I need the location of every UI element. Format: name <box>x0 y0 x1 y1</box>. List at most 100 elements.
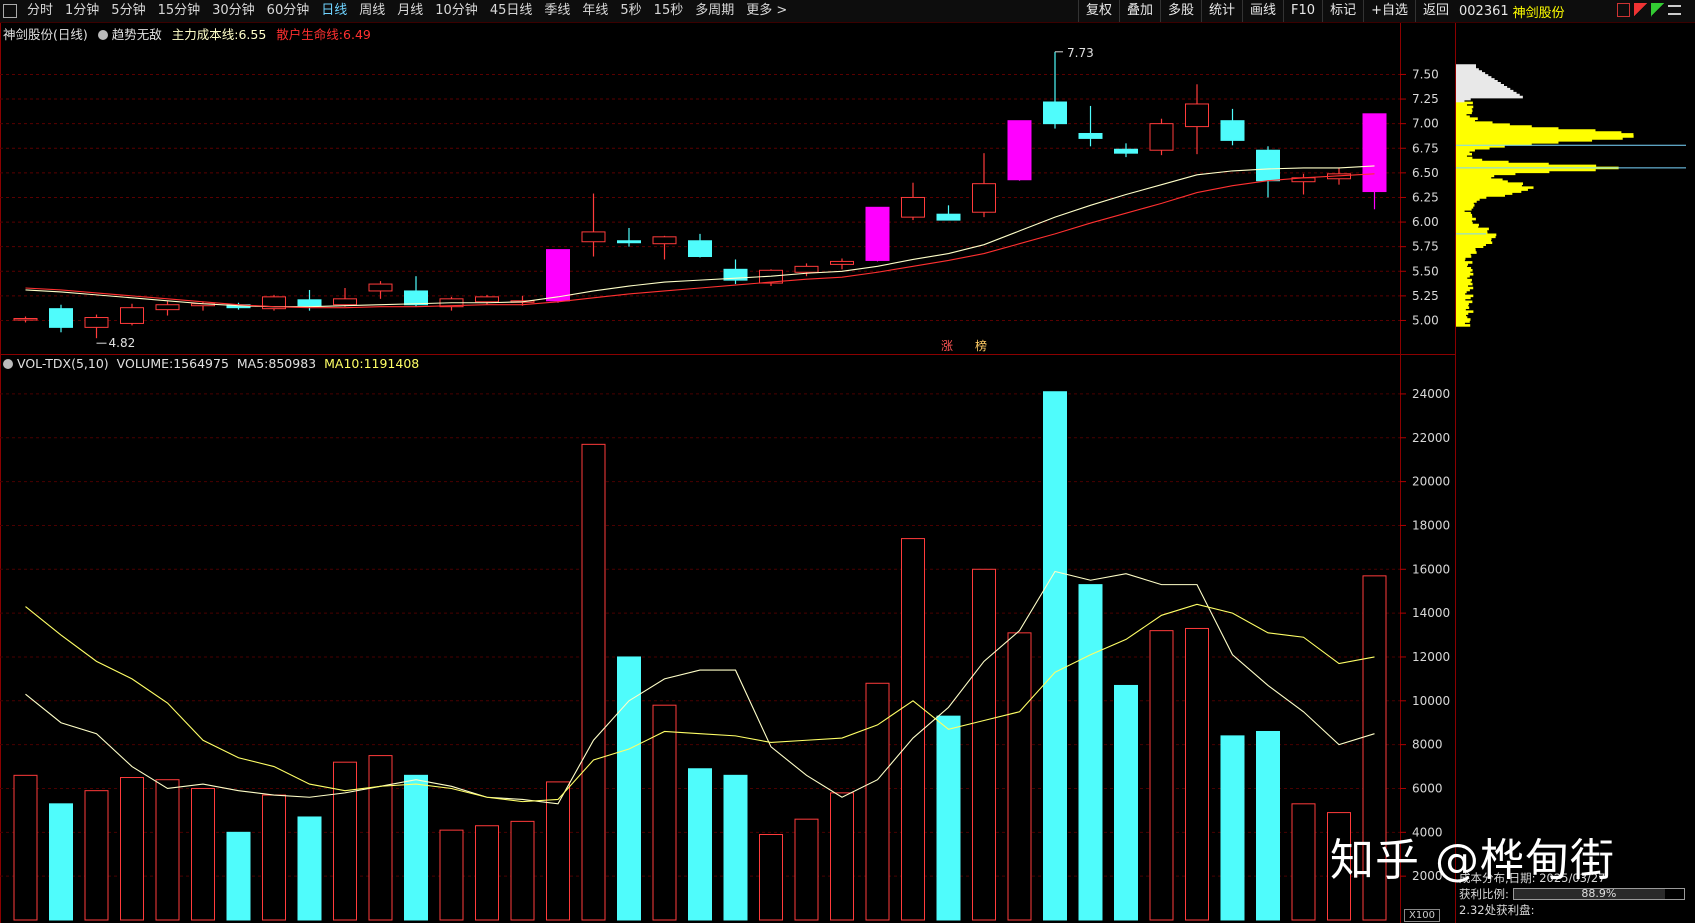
volume-bar <box>582 444 605 920</box>
candle <box>50 309 73 328</box>
arrow-icon[interactable] <box>1651 3 1664 17</box>
candle <box>547 250 570 301</box>
price-tick-label: 6.00 <box>1412 215 1439 229</box>
volume-bar <box>760 835 783 920</box>
volume-tick-label: 20000 <box>1412 475 1450 489</box>
price-tick-label: 5.50 <box>1412 264 1439 278</box>
candle <box>1008 121 1031 180</box>
volume-tick-label: 10000 <box>1412 694 1450 708</box>
volume-bar <box>50 804 73 920</box>
candle <box>1257 150 1280 181</box>
volume-bar <box>1292 804 1315 920</box>
flag-icon[interactable] <box>1634 3 1647 17</box>
stock-chart[interactable]: 7.50 7.25 7.00 6.75 6.50 6.25 6.00 5.75 5.50 5.25… <box>0 0 1456 923</box>
candle <box>618 241 641 243</box>
volume-bar <box>121 778 144 920</box>
volume-bar <box>85 791 108 920</box>
stock-code: 002361 <box>1459 4 1509 19</box>
volume-bar <box>227 832 250 920</box>
volume-tick-label: 22000 <box>1412 431 1450 445</box>
candle <box>1221 121 1244 141</box>
volume-bar <box>795 819 818 920</box>
volume-bar <box>973 569 996 920</box>
profit-ratio: 88.9% <box>1514 886 1684 902</box>
volume-tick-label: 12000 <box>1412 650 1450 664</box>
volume-bar <box>263 795 286 920</box>
candle <box>866 207 889 260</box>
volume-bar <box>334 762 357 920</box>
price-tick-label: 7.25 <box>1412 92 1439 106</box>
volume-bar <box>1186 628 1209 920</box>
volume-tick-label: 18000 <box>1412 518 1450 532</box>
candle <box>582 232 605 242</box>
candle <box>156 305 179 310</box>
candle <box>1186 104 1209 127</box>
price-tick-label: 6.25 <box>1412 190 1439 204</box>
volume-bar <box>902 539 925 920</box>
candle <box>14 319 37 321</box>
price-tick-label: 6.75 <box>1412 141 1439 155</box>
volume-bar <box>689 769 712 920</box>
candle <box>1150 124 1173 151</box>
cost-distribution-chart <box>1456 40 1695 380</box>
volume-bar <box>14 775 37 920</box>
stock-name: 神剑股份 <box>1513 2 1565 21</box>
volume-tick-label: 24000 <box>1412 387 1450 401</box>
volume-bar <box>866 683 889 920</box>
volume-bar <box>298 817 321 920</box>
volume-bar <box>1079 585 1102 920</box>
menu-icon[interactable] <box>1668 5 1681 15</box>
candle <box>937 214 960 220</box>
candle <box>795 266 818 272</box>
profit-label: 获利比例: <box>1459 887 1509 901</box>
volume-bar <box>440 830 463 920</box>
high-price-label: 7.73 <box>1067 46 1094 60</box>
window-icon[interactable] <box>1617 3 1630 17</box>
volume-tick-label: 16000 <box>1412 562 1450 576</box>
candle <box>1115 149 1138 153</box>
candle <box>298 300 321 306</box>
candle <box>973 184 996 213</box>
candle <box>1044 102 1067 124</box>
candle <box>476 297 499 302</box>
volume-bar <box>156 780 179 920</box>
price-tick-label: 6.50 <box>1412 166 1439 180</box>
price-tick-label: 5.00 <box>1412 313 1439 327</box>
volume-bar <box>937 716 960 920</box>
volume-bar <box>1257 731 1280 920</box>
side-header: 002361 神剑股份 <box>1456 0 1695 23</box>
volume-tick-label: 6000 <box>1412 781 1443 795</box>
low-price-label: 4.82 <box>109 336 136 350</box>
profit-chip-label: 2.32处获利盘: <box>1459 903 1534 917</box>
price-tick-label: 5.75 <box>1412 240 1439 254</box>
volume-bar <box>1044 392 1067 920</box>
candle <box>1363 114 1386 192</box>
unit-label: X100 <box>1404 909 1440 922</box>
volume-bar <box>724 775 747 920</box>
price-tick-label: 7.50 <box>1412 67 1439 81</box>
candle <box>369 284 392 291</box>
volume-tick-label: 14000 <box>1412 606 1450 620</box>
volume-bar <box>1150 631 1173 920</box>
volume-bar <box>476 826 499 920</box>
candle <box>653 237 676 244</box>
profit-ratio-bar: 88.9% <box>1513 888 1685 900</box>
volume-bar <box>653 705 676 920</box>
volume-bar <box>1008 633 1031 920</box>
volume-bar <box>511 821 534 920</box>
volume-bar <box>192 788 215 920</box>
price-tick-label: 5.25 <box>1412 289 1439 303</box>
volume-tick-label: 8000 <box>1412 738 1443 752</box>
candle <box>334 299 357 305</box>
price-tick-label: 7.00 <box>1412 117 1439 131</box>
volume-bar <box>1115 685 1138 920</box>
candle <box>121 308 144 324</box>
tag-bang: 榜 <box>975 338 987 353</box>
volume-bar <box>1221 736 1244 920</box>
candle <box>405 291 428 305</box>
tag-zhang: 涨 <box>941 338 953 353</box>
candle <box>689 241 712 257</box>
volume-bar <box>405 775 428 920</box>
volume-bar <box>369 756 392 920</box>
candle <box>831 261 854 264</box>
